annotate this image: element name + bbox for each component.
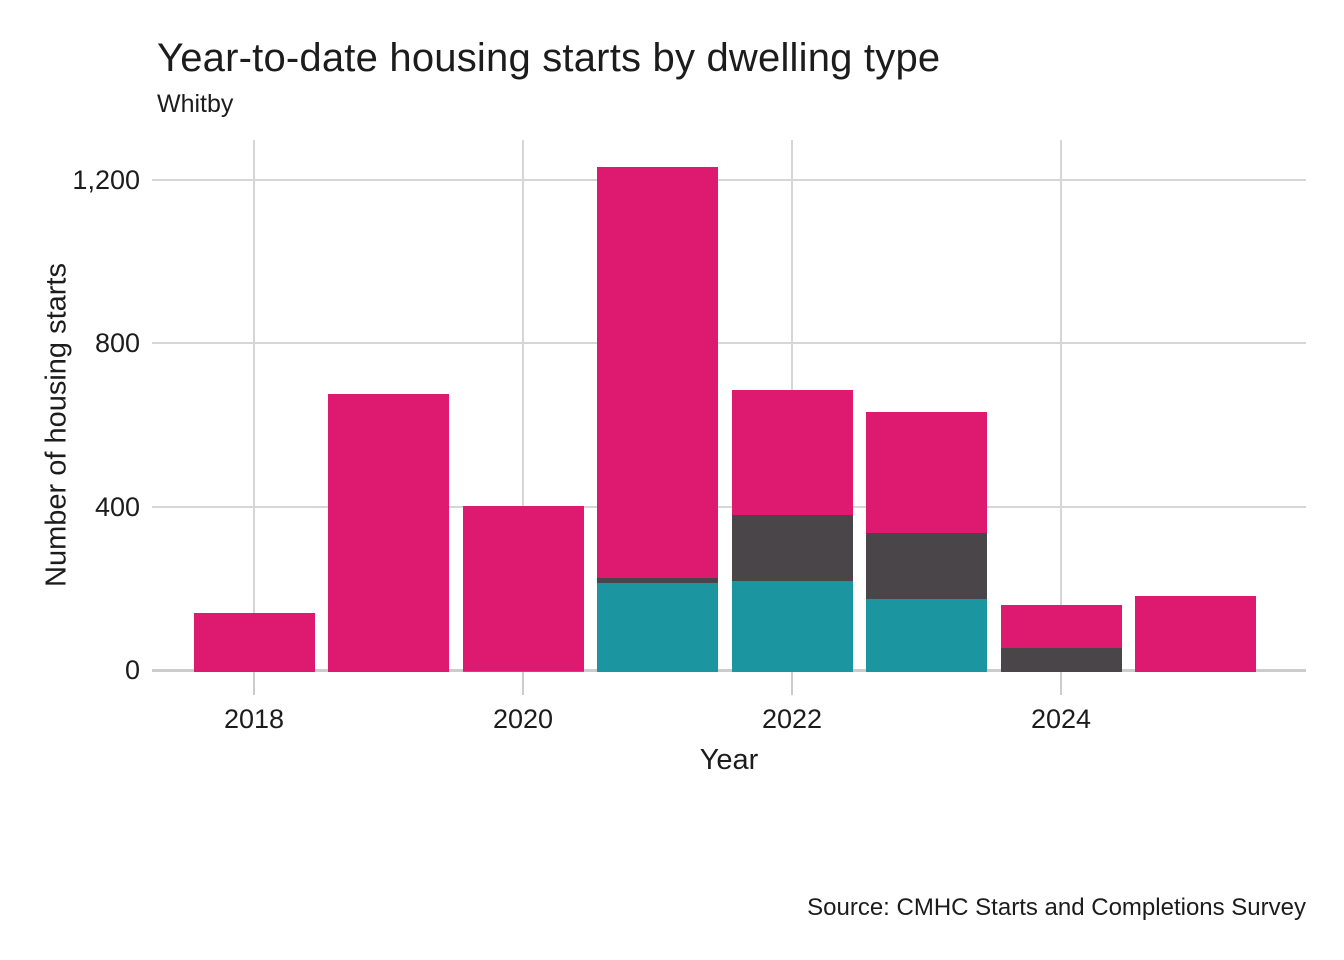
x-gridline	[253, 140, 255, 670]
bar-segment-2022-condo-apartment	[731, 514, 853, 582]
x-tick-mark	[1060, 670, 1062, 695]
bar-segment-2025-ground-oriented	[1135, 596, 1256, 672]
chart-subtitle: Whitby	[157, 90, 234, 118]
source-note: Source: CMHC Starts and Completions Surv…	[807, 894, 1306, 921]
bar-segment-2021-rental-apartment	[597, 582, 718, 672]
y-gridline	[152, 179, 1306, 182]
bar-segment-2023-rental-apartment	[866, 599, 987, 672]
y-gridline	[152, 505, 1306, 508]
bar-segment-2024-ground-oriented	[1000, 604, 1122, 648]
bar-segment-2020-rental-apartment	[462, 670, 584, 672]
x-gridline	[522, 140, 524, 670]
y-axis-title: Number of housing starts	[40, 263, 73, 587]
y-tick-label: 800	[94, 328, 140, 359]
x-tick-mark	[522, 670, 524, 695]
x-tick-label: 2018	[223, 704, 285, 734]
x-gridline	[1060, 140, 1062, 670]
bar-segment-2021-condo-apartment	[597, 578, 718, 583]
x-axis-line	[152, 669, 1306, 672]
y-tick-label: 400	[94, 491, 140, 522]
bar-segment-2018-ground-oriented	[193, 612, 315, 672]
x-tick-mark	[253, 670, 255, 695]
bar-segment-2023-condo-apartment	[866, 533, 987, 600]
x-tick-label: 2024	[1030, 704, 1092, 734]
y-gridline	[152, 342, 1306, 345]
x-tick-label: 2020	[492, 704, 554, 734]
legend: Dwelling type Ground-Oriented Condo Apar…	[0, 820, 1344, 870]
y-tick-label: 0	[124, 655, 140, 685]
bar-segment-2021-ground-oriented	[597, 167, 718, 579]
bar-segment-2024-condo-apartment	[1000, 647, 1122, 672]
bar-segment-2019-ground-oriented	[328, 394, 449, 672]
bar-segment-2022-rental-apartment	[731, 581, 853, 672]
x-axis-title: Year	[699, 744, 759, 776]
y-tick-label: 1,200	[72, 165, 140, 196]
x-tick-label: 2022	[761, 704, 823, 734]
bar-segment-2023-ground-oriented	[866, 411, 987, 534]
x-tick-mark	[791, 670, 793, 695]
bar-segment-2020-ground-oriented	[462, 505, 584, 671]
bar-segment-2022-ground-oriented	[731, 390, 853, 515]
chart-title: Year-to-date housing starts by dwelling …	[157, 36, 941, 80]
